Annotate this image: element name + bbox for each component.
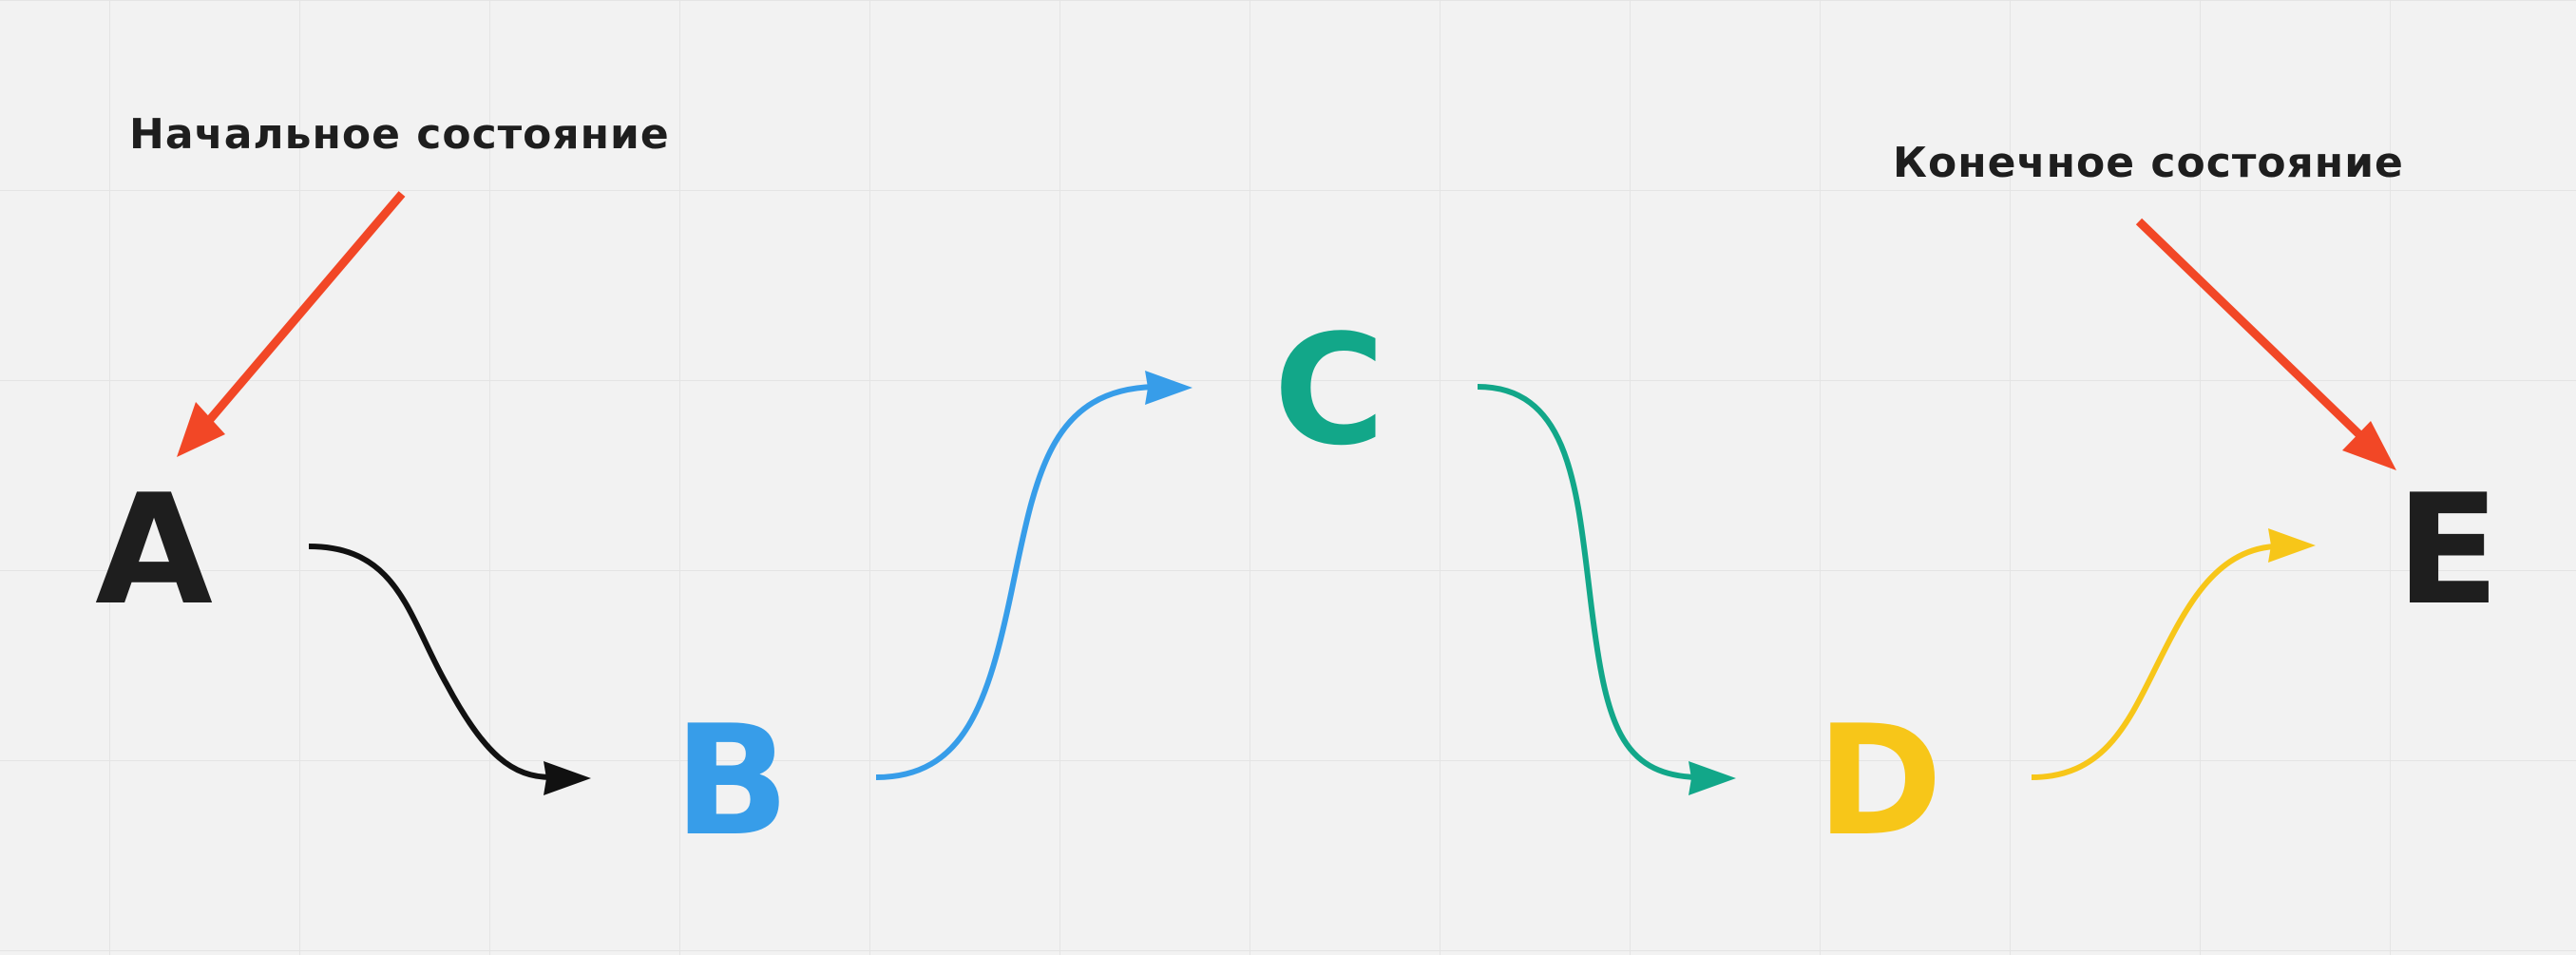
node-c: C	[1273, 301, 1384, 479]
start-pointer-arrow	[177, 191, 406, 457]
transition-d-e	[2031, 528, 2316, 780]
end-pointer-arrow	[2135, 218, 2396, 470]
node-e: E	[2395, 461, 2499, 639]
start-state-label: Начальное состояние	[129, 110, 670, 159]
transition-c-d	[1477, 384, 1736, 795]
transition-a-b	[308, 544, 591, 795]
node-d: D	[1817, 692, 1943, 869]
end-state-label: Конечное состояние	[1893, 139, 2404, 187]
node-a: A	[95, 461, 213, 639]
node-b: B	[674, 692, 790, 869]
transition-b-c	[875, 371, 1193, 780]
